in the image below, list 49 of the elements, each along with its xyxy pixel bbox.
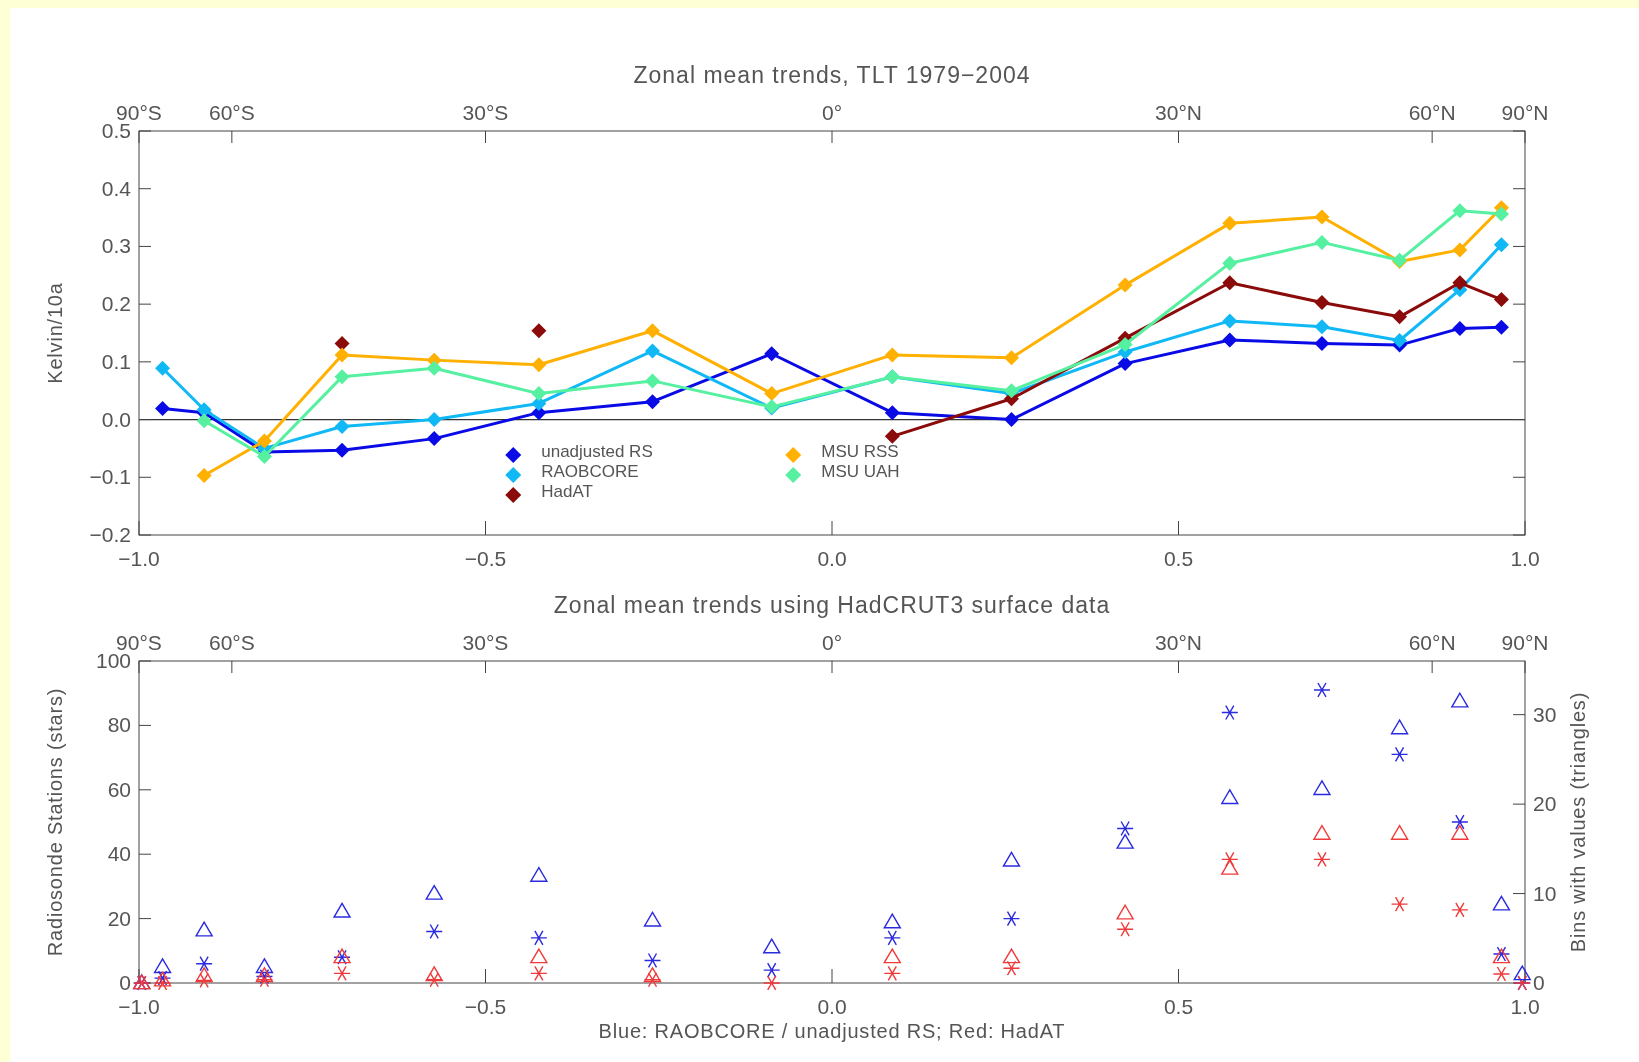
text: 60°S: [208, 631, 255, 654]
y2-tick-label: 30: [1533, 702, 1557, 726]
x-axis-title: Blue: RAOBCORE / unadjusted RS; Red: HadAT: [598, 1020, 1066, 1042]
x-tick-label: 0.5: [1163, 995, 1194, 1018]
text: 60°N: [1408, 101, 1456, 124]
text: 60°N: [1408, 631, 1456, 654]
y-tick-label: −0.1: [89, 465, 131, 489]
text: 0°: [821, 101, 843, 124]
legend-label: MSU UAH: [821, 462, 900, 481]
chart-title: Zonal mean trends using HadCRUT3 surface data: [553, 592, 1111, 618]
text: 60°S: [208, 101, 255, 124]
y-tick-label: −0.2: [89, 523, 131, 546]
text: 30°S: [462, 631, 509, 654]
text: 30°N: [1155, 631, 1202, 654]
x-tick-label: −0.5: [464, 547, 507, 570]
y-tick-label: 0.0: [101, 407, 131, 431]
y-tick-label: 20: [107, 906, 131, 930]
y-tick-label: 0.2: [101, 292, 131, 316]
text: 30°N: [1155, 101, 1202, 124]
y2-tick-label: 20: [1533, 792, 1557, 816]
y-axis-title: Kelvin/10a: [44, 282, 66, 384]
x-tick-label: 1.0: [1510, 995, 1540, 1018]
x-tick-label: 0.5: [1163, 547, 1194, 570]
y2-tick-label: 0: [1533, 971, 1545, 994]
y-tick-label: 80: [107, 713, 131, 737]
legend-label: MSU RSS: [821, 442, 899, 461]
legend-label: RAOBCORE: [541, 462, 639, 481]
y2-tick-label: 10: [1533, 881, 1557, 905]
x-tick-label: 1.0: [1510, 547, 1540, 570]
legend-label: HadAT: [541, 482, 593, 501]
x-tick-label: 0.0: [817, 995, 847, 1018]
x-tick-label: −0.5: [464, 995, 507, 1018]
legend-label: unadjusted RS: [541, 442, 653, 461]
y-tick-label: 0.1: [101, 349, 131, 373]
y-tick-label: 0: [119, 971, 131, 994]
y2-axis-title: Bins with values (triangles): [1567, 691, 1589, 953]
y-tick-label: 40: [107, 842, 131, 866]
text: 0°: [821, 631, 843, 654]
x-tick-label: 0.0: [817, 547, 847, 570]
text: 90°N: [1501, 631, 1549, 654]
y-tick-label: 0.3: [101, 234, 131, 258]
chart-title: Zonal mean trends, TLT 1979−2004: [633, 62, 1031, 88]
y-tick-label: 60: [107, 777, 131, 801]
text: 90°N: [1501, 101, 1549, 124]
x-tick-label: −1.0: [118, 995, 160, 1018]
text: 30°S: [462, 101, 509, 124]
y-axis-title: Radiosonde Stations (stars): [44, 687, 66, 957]
x-tick-label: −1.0: [118, 547, 160, 570]
y-tick-label: 0.4: [101, 176, 132, 200]
